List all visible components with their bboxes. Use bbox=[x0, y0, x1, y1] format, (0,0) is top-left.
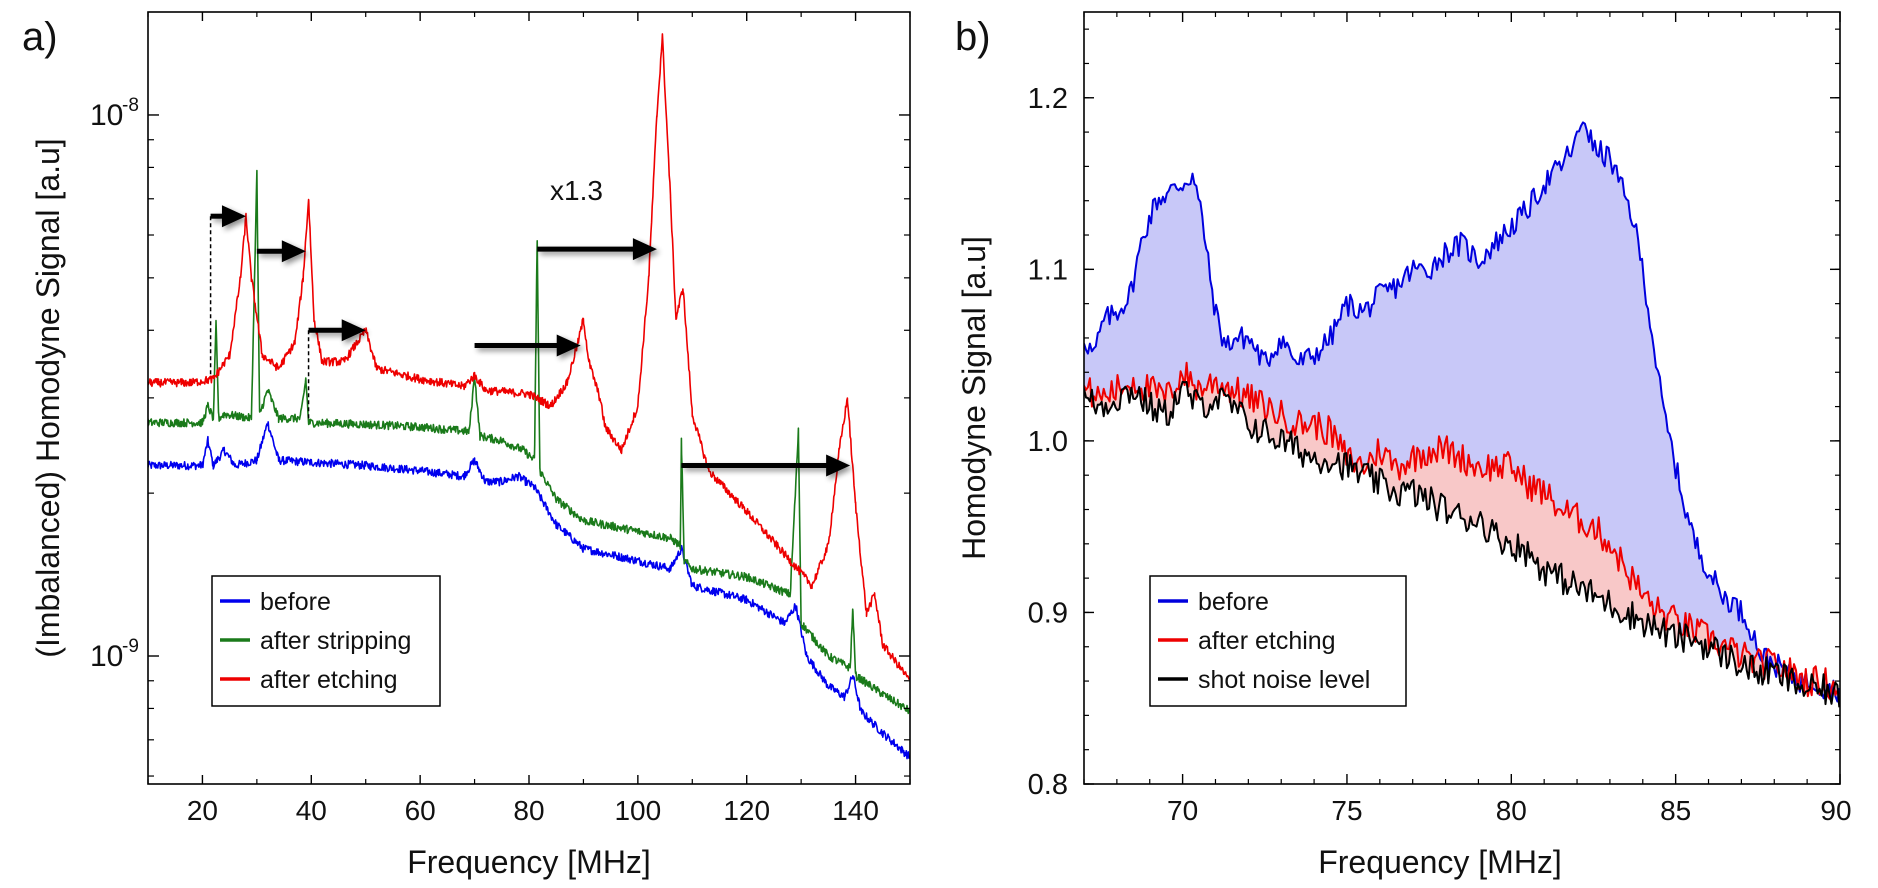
legend-entry: after etching bbox=[1198, 627, 1336, 655]
x-tick-label: 85 bbox=[1660, 795, 1691, 826]
panel-b-xlabel: Frequency [MHz] bbox=[1318, 844, 1562, 880]
y-tick-label: 10 bbox=[90, 99, 123, 132]
panel-b: b) 70 75 80 85 90 0.8 0.9 1.0 1.1 1.2 Frequency [… bbox=[955, 11, 1852, 880]
shift-arrow bbox=[474, 334, 581, 357]
legend-entry: before bbox=[260, 588, 331, 616]
legend-entry: after stripping bbox=[260, 627, 411, 655]
shift-arrow bbox=[210, 205, 246, 228]
x-tick-label: 100 bbox=[614, 795, 661, 826]
etching-fill-area bbox=[1084, 362, 1840, 708]
scale-annotation: x1.3 bbox=[550, 175, 603, 206]
panel-a-xlabel: Frequency [MHz] bbox=[407, 844, 651, 880]
frequency-shift-arrows bbox=[209, 205, 851, 477]
x-tick-label: 120 bbox=[723, 795, 770, 826]
panel-b-legend: before after etching shot noise level bbox=[1149, 575, 1407, 707]
shift-arrow-head bbox=[221, 205, 246, 228]
series-line-before bbox=[1084, 121, 1840, 703]
legend-entry: shot noise level bbox=[1198, 666, 1370, 694]
shift-arrow-head bbox=[632, 238, 657, 261]
y-tick-exponent: -8 bbox=[122, 95, 139, 116]
shift-arrow bbox=[681, 454, 851, 477]
x-tick-label: 75 bbox=[1331, 795, 1362, 826]
series-line-before bbox=[148, 421, 910, 760]
legend-box bbox=[1149, 575, 1407, 707]
x-tick-label: 40 bbox=[296, 795, 327, 826]
y-tick-label: 1.0 bbox=[1028, 426, 1068, 458]
panel-b-ylabel: Homodyne Signal [a.u] bbox=[956, 236, 992, 560]
x-tick-label: 90 bbox=[1820, 795, 1851, 826]
x-tick-label: 70 bbox=[1167, 795, 1198, 826]
shift-arrow-head bbox=[281, 240, 306, 263]
y-tick-label: 0.8 bbox=[1028, 769, 1068, 801]
legend-entry: before bbox=[1198, 588, 1269, 616]
shift-arrow bbox=[308, 319, 366, 342]
series-line-after-etching bbox=[148, 33, 910, 681]
y-tick-label: 0.9 bbox=[1028, 597, 1068, 629]
series-line-after-stripping bbox=[148, 169, 910, 715]
y-tick-exponent: -9 bbox=[122, 636, 139, 657]
shift-arrow bbox=[256, 240, 306, 263]
y-tick-label: 1.2 bbox=[1028, 83, 1068, 115]
x-tick-label: 20 bbox=[187, 795, 218, 826]
x-tick-label: 140 bbox=[832, 795, 879, 826]
series-line-after-etching bbox=[1084, 361, 1840, 701]
panel-a-ylabel: (Imbalanced) Homodyne Signal [a.u] bbox=[30, 138, 66, 657]
legend-entry: after etching bbox=[260, 666, 398, 694]
x-tick-label: 60 bbox=[405, 795, 436, 826]
series-line-shot-noise-level bbox=[1084, 380, 1840, 708]
panel-a-label: a) bbox=[22, 15, 58, 59]
x-tick-label: 80 bbox=[1496, 795, 1527, 826]
shift-arrow-head bbox=[341, 319, 366, 342]
x-tick-label: 80 bbox=[513, 795, 544, 826]
shift-arrow bbox=[537, 238, 657, 261]
panel-a-legend: before after stripping after etching bbox=[211, 575, 441, 707]
y-tick-label: 1.1 bbox=[1028, 254, 1068, 286]
before-fill-area bbox=[1084, 122, 1840, 702]
y-tick-label: 10 bbox=[90, 640, 123, 673]
shift-arrow-head bbox=[826, 454, 851, 477]
shift-arrow-head bbox=[556, 334, 581, 357]
panel-b-label: b) bbox=[955, 15, 991, 59]
panel-b-frame bbox=[1083, 11, 1841, 785]
